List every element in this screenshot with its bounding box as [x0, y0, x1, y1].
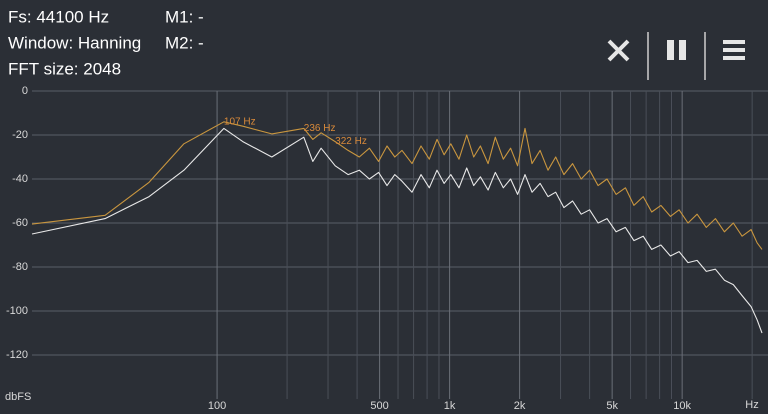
y-tick-label: -100: [6, 305, 28, 317]
window-label: Window: Hanning: [8, 33, 141, 52]
y-tick-label: -80: [12, 261, 28, 273]
menu-button[interactable]: [716, 32, 752, 68]
x-tick-label: 500: [370, 400, 388, 412]
peak-label: 107 Hz: [224, 116, 256, 127]
pause-button[interactable]: [658, 32, 694, 68]
x-tick-label: 100: [208, 400, 226, 412]
x-tick-label: 2k: [514, 400, 526, 412]
y-tick-label: 0: [22, 85, 28, 97]
x-tick-label: 1k: [444, 400, 456, 412]
y-tick-label: -40: [12, 173, 28, 185]
peak-label: 322 Hz: [335, 136, 367, 147]
spectrum-line: [31, 127, 763, 334]
m2-label: M2: -: [165, 33, 204, 52]
y-tick-label: -20: [12, 129, 28, 141]
fs-label: Fs: 44100 Hz: [8, 7, 109, 26]
y-tick-label: -120: [6, 349, 28, 361]
x-tick-label: 10k: [673, 400, 691, 412]
close-button[interactable]: [600, 32, 636, 68]
x-axis-label: Hz: [745, 399, 758, 411]
x-tick-label: 5k: [606, 400, 618, 412]
plot: 0 -20 -40 -60 -80 -100 -120 100 500 1k 2k 5k 10k 107 …: [6, 85, 768, 412]
spectrum-line: [31, 121, 763, 250]
y-tick-label: -60: [12, 217, 28, 229]
m1-label: M1: -: [165, 7, 204, 26]
y-axis-label: dbFS: [5, 391, 31, 403]
fft-label: FFT size: 2048: [8, 59, 121, 78]
peak-label: 236 Hz: [304, 123, 336, 134]
